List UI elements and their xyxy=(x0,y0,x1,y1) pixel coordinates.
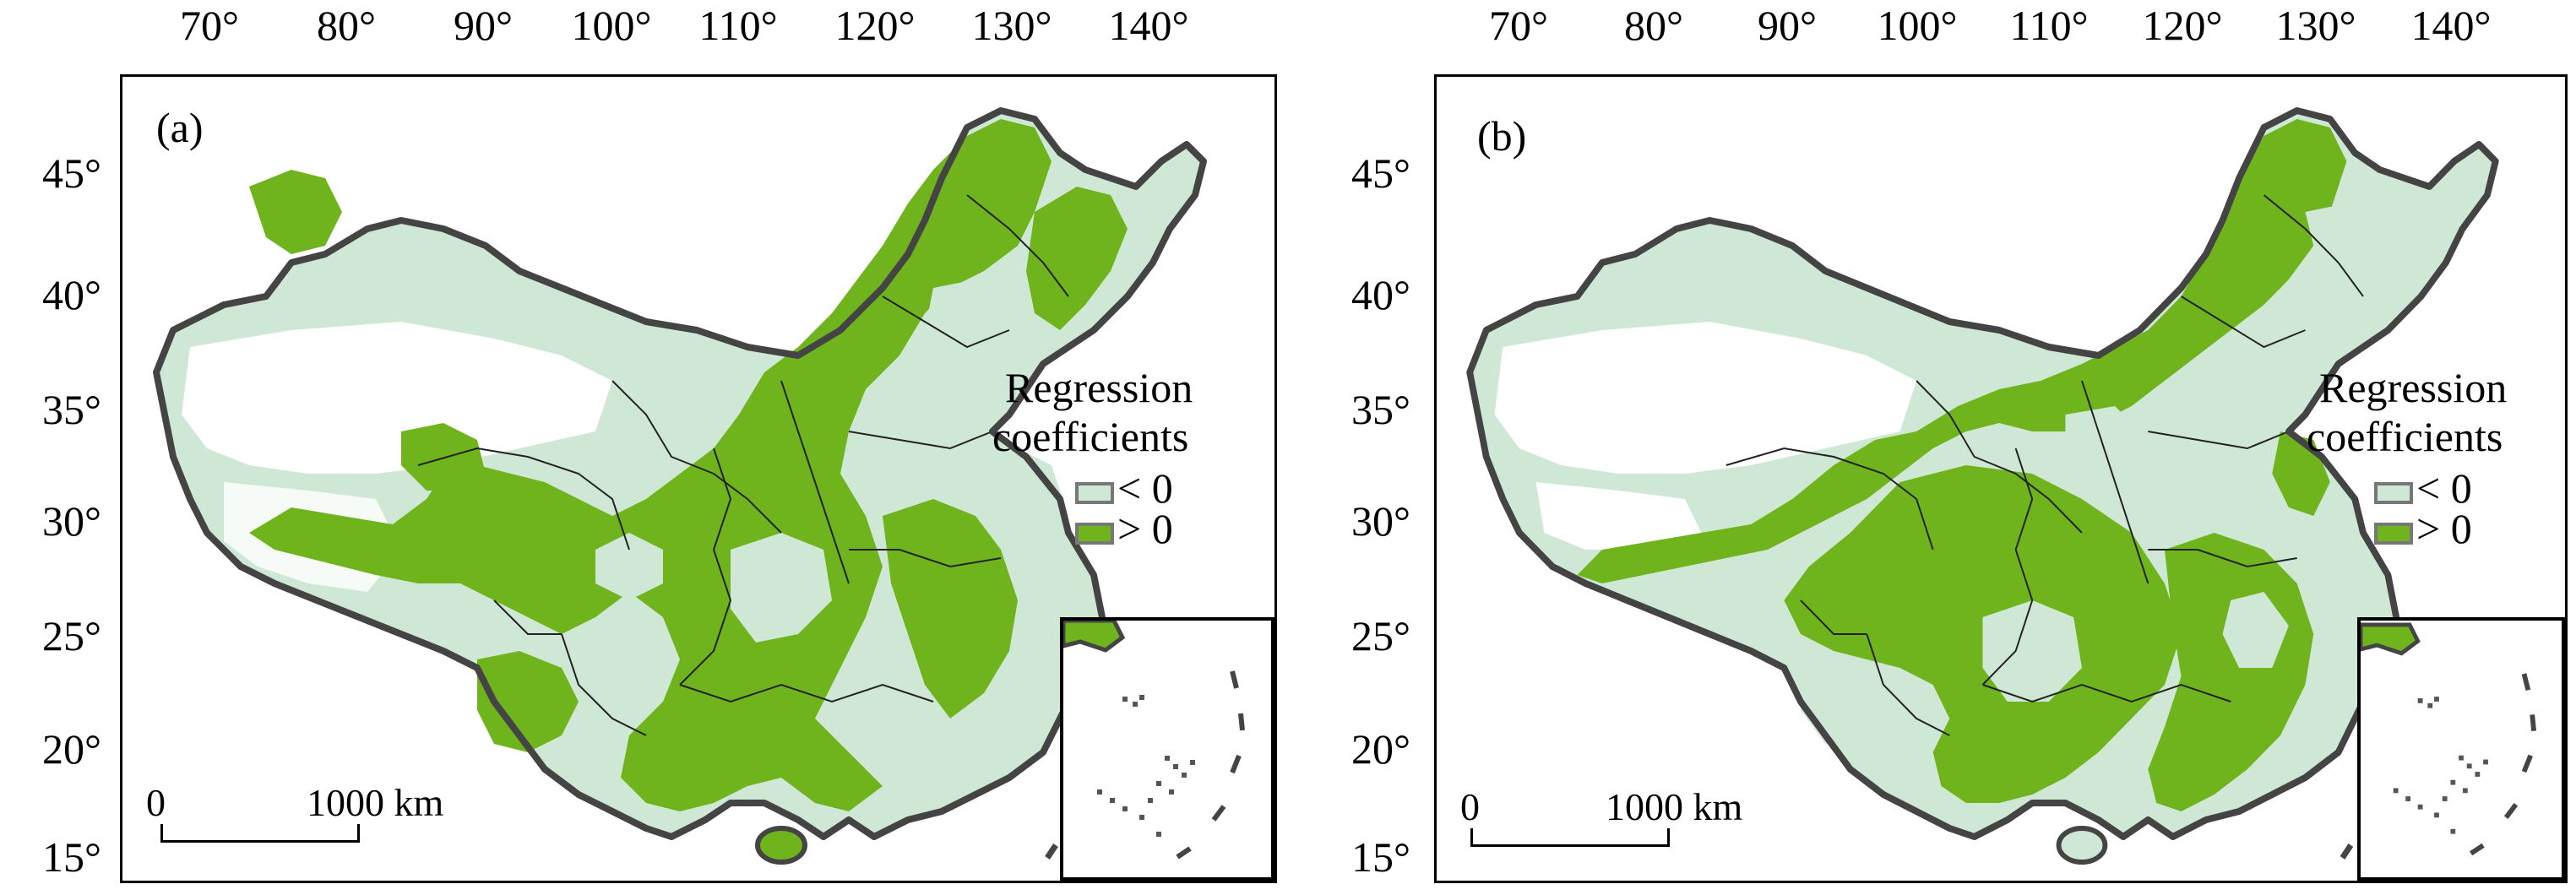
legend-title: coefficients xyxy=(992,413,1189,460)
islands xyxy=(2393,697,2488,834)
longitude-label: 70° xyxy=(180,2,239,49)
latitude-label: 30° xyxy=(1351,497,1410,545)
legend-title: Regression xyxy=(2319,364,2508,411)
latitude-label: 20° xyxy=(1351,725,1410,773)
latitude-label: 40° xyxy=(42,271,101,318)
south-china-sea-inset xyxy=(1060,617,1274,881)
legend-label: < 0 xyxy=(2416,464,2472,512)
longitude-label: 90° xyxy=(1758,2,1817,49)
latitude-label: 25° xyxy=(1351,612,1410,659)
longitude-label: 130° xyxy=(2275,2,2356,49)
map-frame: (a) Regression coefficients < 0 > 0 0 10… xyxy=(120,74,1277,883)
latitude-label: 35° xyxy=(42,386,101,433)
china-map xyxy=(1466,107,2499,865)
positive-region xyxy=(1577,119,2347,583)
inset-dash-line xyxy=(1176,670,1245,860)
legend-title: Regression xyxy=(1005,364,1193,411)
positive-region xyxy=(401,423,486,491)
map-frame: (b) Regression coefficients < 0 > 0 0 10… xyxy=(1434,74,2568,883)
legend-title: coefficients xyxy=(2307,413,2503,460)
longitude-label: 80° xyxy=(1624,2,1683,49)
positive-region xyxy=(249,170,342,254)
longitude-label: 100° xyxy=(571,2,652,49)
inset-map xyxy=(2358,622,2536,856)
latitude-label: 25° xyxy=(42,612,101,659)
legend-swatch-negative xyxy=(1075,481,1114,504)
longitude-label: 140° xyxy=(2410,2,2492,49)
legend-swatch-positive xyxy=(2374,522,2413,545)
legend-label: < 0 xyxy=(1117,464,1173,512)
positive-region xyxy=(1026,187,1128,330)
latitude-label: 15° xyxy=(1351,833,1410,881)
no-data-region xyxy=(1535,482,1702,550)
legend-item-positive: > 0 xyxy=(2374,507,2472,550)
province-boundaries xyxy=(1725,194,2364,736)
negative-region xyxy=(925,279,1001,364)
map-panel-b: 70° 80° 90° 100° 110° 120° 130° 140° 45°… xyxy=(1309,0,2576,895)
scale-bar xyxy=(160,824,360,843)
negative-region xyxy=(1982,600,2082,702)
panel-label: (b) xyxy=(1477,112,1527,160)
legend-item-negative: < 0 xyxy=(2374,467,2472,509)
longitude-label: 120° xyxy=(2142,2,2223,49)
legend-item-positive: > 0 xyxy=(1075,507,1173,550)
longitude-label: 90° xyxy=(454,2,513,49)
country-border xyxy=(153,107,1207,840)
panel-label: (a) xyxy=(156,104,204,151)
hainan-island xyxy=(2056,826,2108,865)
negative-region xyxy=(1018,448,1068,550)
no-data-region xyxy=(182,322,612,474)
latitude-label: 45° xyxy=(1351,149,1410,197)
longitude-label: 140° xyxy=(1108,2,1189,49)
negative-region xyxy=(2305,203,2372,279)
positive-region xyxy=(477,651,579,752)
positive-region xyxy=(249,119,1052,811)
inset-map xyxy=(1061,618,1245,860)
scale-start: 0 xyxy=(1460,785,1480,828)
negative-region xyxy=(2065,406,2149,491)
negative-region xyxy=(2222,592,2289,668)
longitude-label: 110° xyxy=(2009,2,2089,49)
map-panel-a: 70° 80° 90° 100° 110° 120° 130° 140° 45°… xyxy=(42,2,1277,883)
latitude-label: 35° xyxy=(1351,386,1410,433)
negative-region xyxy=(595,533,663,600)
positive-region xyxy=(2148,533,2314,811)
legend-label: > 0 xyxy=(2416,505,2472,552)
south-china-sea-inset xyxy=(2357,617,2565,881)
longitude-label: 100° xyxy=(1877,2,1958,49)
positive-region xyxy=(883,499,1018,719)
latitude-label: 20° xyxy=(42,725,101,773)
latitude-label: 30° xyxy=(42,497,101,545)
scale-end: 1000 km xyxy=(307,781,444,824)
longitude-label: 120° xyxy=(834,2,916,49)
legend-swatch-positive xyxy=(1075,522,1114,545)
longitude-label: 70° xyxy=(1489,2,1548,49)
longitude-label: 130° xyxy=(971,2,1052,49)
hainan-island xyxy=(755,826,807,865)
no-data-region xyxy=(1494,322,1917,474)
latitude-label: 15° xyxy=(42,833,101,881)
inset-dash-line xyxy=(2469,673,2536,856)
scale-bar xyxy=(1470,828,1670,847)
latitude-label: 40° xyxy=(1351,271,1410,318)
longitude-label: 80° xyxy=(317,2,376,49)
legend-label: > 0 xyxy=(1117,505,1173,552)
islands xyxy=(1097,695,1195,837)
scale-end: 1000 km xyxy=(1606,785,1743,828)
china-map xyxy=(153,107,1207,865)
negative-region xyxy=(731,533,832,643)
province-boundaries xyxy=(417,194,1069,736)
longitude-label: 110° xyxy=(698,2,778,49)
legend-item-negative: < 0 xyxy=(1075,467,1173,509)
country-border xyxy=(1466,107,2499,840)
scale-start: 0 xyxy=(146,781,166,824)
latitude-label: 45° xyxy=(42,149,101,197)
legend-swatch-negative xyxy=(2374,481,2413,504)
